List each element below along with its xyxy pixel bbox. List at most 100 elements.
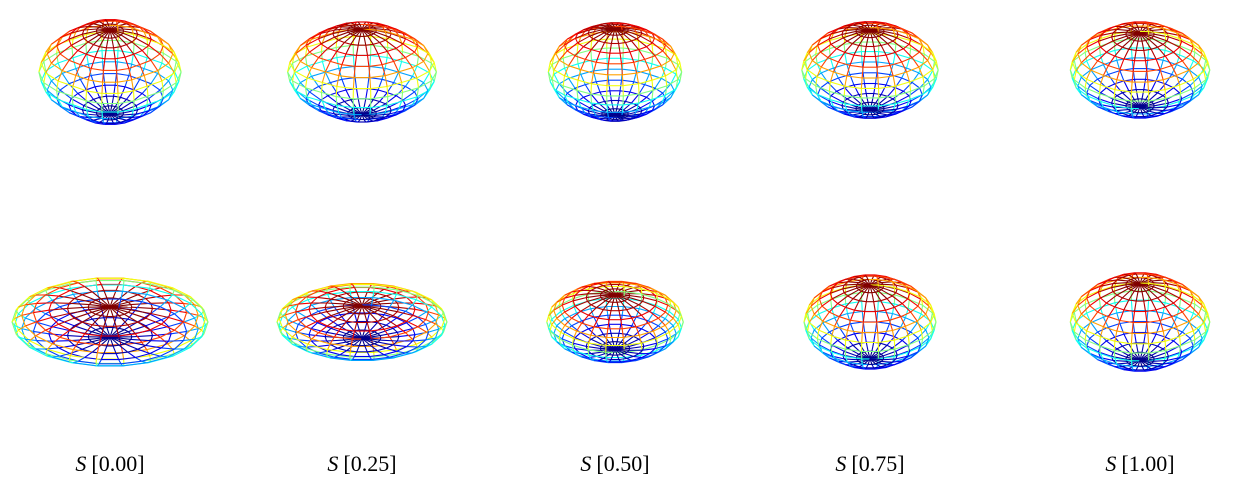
mesh-edge [151, 341, 169, 342]
mesh-edge [333, 107, 335, 111]
mesh-edge [390, 34, 392, 38]
mesh-edge [123, 113, 124, 115]
mesh-edge [369, 65, 382, 67]
mesh-edge [117, 62, 131, 64]
mesh-edge [330, 61, 342, 64]
mesh-edge [902, 340, 908, 345]
mesh-edge [864, 37, 868, 38]
mesh-edge [608, 362, 609, 363]
mesh-edge [355, 78, 356, 89]
mesh-edge [851, 324, 855, 334]
mesh-edge [881, 85, 886, 95]
mesh-edge [355, 313, 357, 322]
mesh-edge [322, 72, 325, 83]
mesh-edge [591, 50, 592, 60]
mesh-edge [645, 74, 650, 84]
mesh-edge [895, 86, 896, 96]
mesh-edge [123, 114, 136, 115]
mesh-edge [847, 76, 862, 78]
mesh-edge [325, 303, 327, 307]
mesh-edge [387, 83, 393, 93]
mesh-edge [918, 299, 921, 306]
mesh-edge [814, 314, 823, 321]
mesh-edge [593, 62, 596, 73]
mesh-edge [370, 55, 371, 66]
mesh-edge [336, 87, 337, 97]
mesh-edge [605, 101, 612, 102]
mesh-edge [104, 74, 105, 86]
mesh-edge [86, 43, 87, 53]
mesh-edge [893, 72, 906, 76]
mesh-edge [624, 118, 632, 119]
mesh-edge [353, 108, 354, 115]
mesh-edge [402, 83, 403, 93]
mesh-edge [338, 319, 347, 321]
mesh-edge [321, 52, 322, 62]
mesh-edge [821, 68, 833, 73]
mesh-edge [876, 84, 887, 85]
mesh-edge [339, 102, 345, 104]
mesh-edge [114, 47, 121, 48]
mesh-edge [68, 336, 89, 337]
mesh-edge [69, 303, 89, 304]
mesh-edge [394, 61, 399, 72]
mesh-edge [298, 327, 307, 332]
mesh-edge [78, 334, 84, 342]
mesh-edge [376, 114, 377, 116]
mesh-edge [879, 113, 888, 115]
mesh-edge [852, 25, 861, 27]
mesh-edge [95, 21, 100, 22]
mesh-edge [354, 345, 359, 346]
mesh-edge [833, 72, 846, 76]
mesh-edge [347, 313, 354, 321]
mesh-edge [854, 46, 859, 56]
mesh-edge [377, 348, 386, 350]
mesh-edge [626, 43, 631, 52]
mesh-edge [350, 284, 351, 285]
mesh-edge [623, 338, 624, 346]
mesh-edge [353, 78, 354, 89]
mesh-edge [862, 333, 863, 343]
wireframe-shape [547, 281, 684, 362]
mesh-edge [378, 51, 387, 54]
mesh-edge [626, 101, 632, 103]
mesh-edge [853, 299, 859, 301]
mesh-edge [78, 51, 87, 55]
mesh-edge [630, 52, 634, 62]
mesh-edge [162, 44, 174, 52]
mesh-edge [57, 81, 59, 91]
mesh-edge [821, 67, 833, 72]
mesh-edge [619, 359, 627, 360]
mesh-edge [132, 336, 153, 337]
mesh-edge [60, 45, 71, 54]
mesh-edge [33, 322, 36, 331]
mesh-edge [851, 310, 855, 320]
mesh-edge [622, 315, 636, 317]
mesh-edge [881, 343, 887, 345]
wireframe-shape [802, 22, 938, 119]
mesh-edge [642, 311, 650, 315]
mesh-edge [51, 296, 58, 303]
mesh-edge [639, 47, 647, 50]
mesh-edge [846, 340, 862, 342]
mesh-edge [135, 334, 141, 342]
mesh-edge [78, 283, 84, 287]
mesh-edge [896, 289, 897, 293]
mesh-edge [336, 39, 337, 48]
mesh-edge [820, 82, 828, 88]
mesh-edge [557, 326, 565, 332]
mesh-edge [96, 285, 97, 291]
mesh-edge [632, 94, 639, 103]
mesh-edge [309, 309, 311, 315]
mesh-edge [319, 48, 328, 57]
mesh-edge [330, 79, 342, 82]
mesh-edge [610, 44, 612, 54]
mesh-edge [308, 291, 312, 292]
mesh-edge [575, 56, 585, 60]
mesh-edge [617, 289, 621, 290]
mesh-edge [920, 88, 923, 95]
mesh-edge [88, 62, 102, 64]
mesh-edge [639, 50, 640, 60]
mesh-edge [95, 57, 105, 59]
mesh-edge [397, 303, 399, 307]
